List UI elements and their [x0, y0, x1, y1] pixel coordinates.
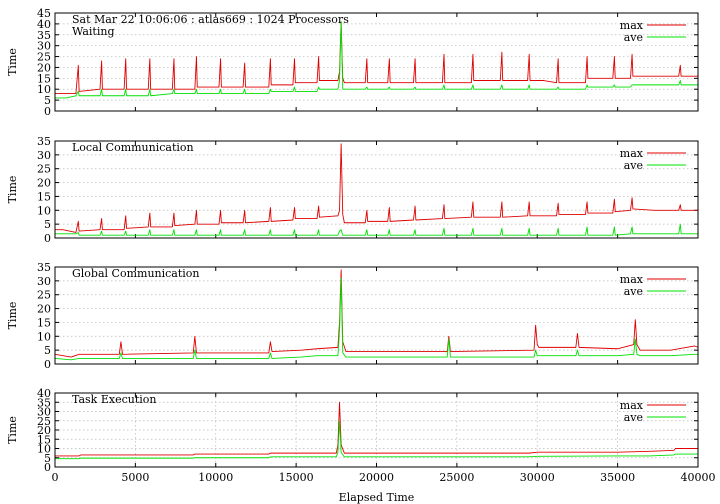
- y-tick-label: 0: [44, 461, 51, 474]
- panel-subtitle: Waiting: [72, 25, 115, 38]
- y-tick-label: 15: [37, 72, 51, 85]
- y-tick-label: 10: [37, 443, 51, 456]
- series-line-ave: [55, 21, 698, 99]
- plot-frame: [54, 392, 699, 468]
- series-line-ave: [55, 420, 698, 460]
- y-tick-label: 35: [37, 396, 51, 409]
- x-tick-label: 25000: [439, 471, 474, 484]
- y-tick-label: 5: [44, 344, 51, 357]
- y-tick-label: 0: [44, 232, 51, 245]
- panel-title: Local Communication: [72, 141, 194, 154]
- y-tick-label: 45: [37, 7, 51, 20]
- x-tick-label: 15000: [279, 471, 314, 484]
- series-line-ave: [55, 223, 698, 236]
- series-line-max: [55, 143, 698, 233]
- legend-label-ave: ave: [624, 411, 643, 424]
- y-tick-label: 20: [37, 177, 51, 190]
- legend-label-max: max: [620, 399, 644, 412]
- y-tick-label: 5: [44, 452, 51, 465]
- y-axis-title: Time: [6, 48, 19, 76]
- y-tick-label: 20: [37, 424, 51, 437]
- y-tick-label: 30: [37, 40, 51, 53]
- panel-title: Sat Mar 22 10:06:06 : atlas669 : 1024 Pr…: [72, 13, 349, 26]
- plot-frame: [54, 140, 699, 239]
- y-tick-label: 5: [44, 218, 51, 231]
- y-tick-label: 35: [37, 261, 51, 274]
- y-tick-label: 25: [37, 289, 51, 302]
- y-axis-title: Time: [6, 302, 19, 330]
- y-tick-label: 5: [44, 94, 51, 107]
- plot-frame: [54, 12, 699, 112]
- x-tick-label: 10000: [198, 471, 233, 484]
- x-tick-label: 5000: [121, 471, 149, 484]
- y-tick-label: 10: [37, 83, 51, 96]
- y-tick-label: 10: [37, 204, 51, 217]
- panel-title: Global Communication: [72, 267, 200, 280]
- y-tick-label: 30: [37, 275, 51, 288]
- y-tick-label: 0: [44, 105, 51, 118]
- legend-label-ave: ave: [624, 31, 643, 44]
- y-tick-label: 15: [37, 190, 51, 203]
- y-tick-label: 30: [37, 149, 51, 162]
- series-line-max: [54, 269, 699, 358]
- x-axis-title: Elapsed Time: [339, 491, 415, 504]
- x-tick-label: 40000: [681, 471, 716, 484]
- y-tick-label: 25: [37, 415, 51, 428]
- x-tick-label: 35000: [600, 471, 635, 484]
- legend-label-max: max: [620, 19, 644, 32]
- panel-title: Task Execution: [72, 393, 156, 406]
- x-tick-label: 30000: [520, 471, 555, 484]
- y-tick-label: 15: [37, 316, 51, 329]
- y-axis-title: Time: [6, 176, 19, 204]
- x-tick-label: 20000: [359, 471, 394, 484]
- y-axis-title: Time: [6, 416, 19, 444]
- y-tick-label: 0: [44, 358, 51, 371]
- y-tick-label: 25: [37, 163, 51, 176]
- legend-label-ave: ave: [624, 159, 643, 172]
- y-tick-label: 35: [37, 135, 51, 148]
- y-tick-label: 40: [37, 387, 51, 400]
- y-tick-label: 15: [37, 433, 51, 446]
- legend-label-max: max: [620, 147, 644, 160]
- y-tick-label: 35: [37, 29, 51, 42]
- series-line-max: [55, 21, 698, 95]
- series-line-ave: [54, 277, 698, 361]
- y-tick-label: 20: [37, 61, 51, 74]
- y-tick-label: 40: [37, 18, 51, 31]
- legend-label-ave: ave: [624, 285, 643, 298]
- y-tick-label: 30: [37, 406, 51, 419]
- x-tick-label: 0: [52, 471, 59, 484]
- plot-frame: [54, 266, 699, 365]
- y-tick-label: 20: [37, 303, 51, 316]
- y-tick-label: 25: [37, 51, 51, 64]
- series-line-max: [55, 401, 698, 457]
- legend-label-max: max: [620, 273, 644, 286]
- y-tick-label: 10: [37, 330, 51, 343]
